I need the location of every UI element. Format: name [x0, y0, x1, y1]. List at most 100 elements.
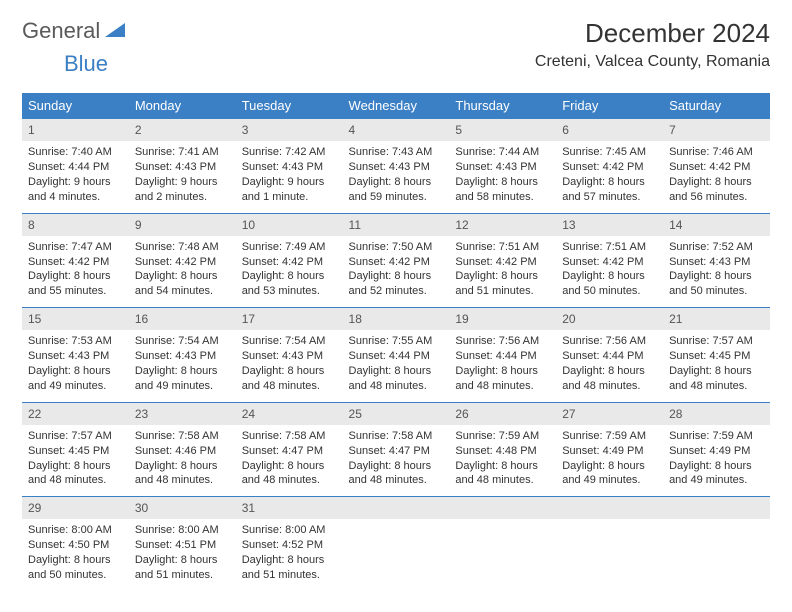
sunrise-text: Sunrise: 7:55 AM: [349, 334, 444, 349]
calendar-cell: 30Sunrise: 8:00 AMSunset: 4:51 PMDayligh…: [129, 496, 236, 591]
sunrise-text: Sunrise: 7:46 AM: [669, 145, 764, 160]
day-body: Sunrise: 7:43 AMSunset: 4:43 PMDaylight:…: [343, 141, 450, 212]
day-body: Sunrise: 7:50 AMSunset: 4:42 PMDaylight:…: [343, 236, 450, 307]
day-body: Sunrise: 7:57 AMSunset: 4:45 PMDaylight:…: [663, 330, 770, 401]
sunrise-text: Sunrise: 8:00 AM: [242, 523, 337, 538]
day-body: Sunrise: 7:56 AMSunset: 4:44 PMDaylight:…: [556, 330, 663, 401]
day-number: 11: [343, 213, 450, 236]
sunrise-text: Sunrise: 7:52 AM: [669, 240, 764, 255]
sunrise-text: Sunrise: 7:59 AM: [669, 429, 764, 444]
day-body: Sunrise: 7:44 AMSunset: 4:43 PMDaylight:…: [449, 141, 556, 212]
day-body: Sunrise: 7:56 AMSunset: 4:44 PMDaylight:…: [449, 330, 556, 401]
sunrise-text: Sunrise: 7:40 AM: [28, 145, 123, 160]
sunset-text: Sunset: 4:45 PM: [28, 444, 123, 459]
daylight-text: Daylight: 8 hours and 49 minutes.: [669, 459, 764, 489]
day-number: 6: [556, 118, 663, 141]
daylight-text: Daylight: 8 hours and 51 minutes.: [135, 553, 230, 583]
day-body: Sunrise: 7:45 AMSunset: 4:42 PMDaylight:…: [556, 141, 663, 212]
day-body: Sunrise: 7:59 AMSunset: 4:48 PMDaylight:…: [449, 425, 556, 496]
month-title: December 2024: [535, 18, 770, 49]
calendar-cell: 19Sunrise: 7:56 AMSunset: 4:44 PMDayligh…: [449, 307, 556, 402]
sunrise-text: Sunrise: 7:47 AM: [28, 240, 123, 255]
daylight-text: Daylight: 8 hours and 52 minutes.: [349, 269, 444, 299]
calendar-cell: 11Sunrise: 7:50 AMSunset: 4:42 PMDayligh…: [343, 213, 450, 308]
daylight-text: Daylight: 8 hours and 48 minutes.: [669, 364, 764, 394]
day-number: 29: [22, 496, 129, 519]
sunset-text: Sunset: 4:50 PM: [28, 538, 123, 553]
day-number: 14: [663, 213, 770, 236]
sunrise-text: Sunrise: 7:51 AM: [562, 240, 657, 255]
day-number: 7: [663, 118, 770, 141]
day-number: 28: [663, 402, 770, 425]
daylight-text: Daylight: 8 hours and 53 minutes.: [242, 269, 337, 299]
day-body: Sunrise: 7:59 AMSunset: 4:49 PMDaylight:…: [663, 425, 770, 496]
daylight-text: Daylight: 8 hours and 48 minutes.: [349, 364, 444, 394]
calendar-cell: 3Sunrise: 7:42 AMSunset: 4:43 PMDaylight…: [236, 118, 343, 213]
daylight-text: Daylight: 9 hours and 4 minutes.: [28, 175, 123, 205]
daylight-text: Daylight: 8 hours and 48 minutes.: [242, 364, 337, 394]
sunrise-text: Sunrise: 7:53 AM: [28, 334, 123, 349]
calendar-table: Sunday Monday Tuesday Wednesday Thursday…: [22, 93, 770, 591]
day-body: Sunrise: 7:58 AMSunset: 4:47 PMDaylight:…: [343, 425, 450, 496]
calendar-cell: 29Sunrise: 8:00 AMSunset: 4:50 PMDayligh…: [22, 496, 129, 591]
day-number: [449, 496, 556, 519]
logo-text-blue: Blue: [64, 51, 108, 76]
day-number: 24: [236, 402, 343, 425]
sunrise-text: Sunrise: 7:59 AM: [562, 429, 657, 444]
day-body: Sunrise: 7:47 AMSunset: 4:42 PMDaylight:…: [22, 236, 129, 307]
day-number: 5: [449, 118, 556, 141]
weekday-header: Thursday: [449, 93, 556, 118]
logo: General: [22, 18, 127, 44]
calendar-cell: [556, 496, 663, 591]
day-number: 2: [129, 118, 236, 141]
calendar-cell: 15Sunrise: 7:53 AMSunset: 4:43 PMDayligh…: [22, 307, 129, 402]
daylight-text: Daylight: 8 hours and 48 minutes.: [242, 459, 337, 489]
calendar-cell: 23Sunrise: 7:58 AMSunset: 4:46 PMDayligh…: [129, 402, 236, 497]
daylight-text: Daylight: 8 hours and 57 minutes.: [562, 175, 657, 205]
day-number: 17: [236, 307, 343, 330]
calendar-row: 8Sunrise: 7:47 AMSunset: 4:42 PMDaylight…: [22, 213, 770, 308]
daylight-text: Daylight: 8 hours and 50 minutes.: [562, 269, 657, 299]
sunrise-text: Sunrise: 7:56 AM: [455, 334, 550, 349]
daylight-text: Daylight: 8 hours and 51 minutes.: [455, 269, 550, 299]
sunset-text: Sunset: 4:47 PM: [242, 444, 337, 459]
calendar-cell: 20Sunrise: 7:56 AMSunset: 4:44 PMDayligh…: [556, 307, 663, 402]
daylight-text: Daylight: 9 hours and 2 minutes.: [135, 175, 230, 205]
day-body: Sunrise: 7:46 AMSunset: 4:42 PMDaylight:…: [663, 141, 770, 212]
sunset-text: Sunset: 4:43 PM: [28, 349, 123, 364]
daylight-text: Daylight: 8 hours and 59 minutes.: [349, 175, 444, 205]
daylight-text: Daylight: 8 hours and 48 minutes.: [135, 459, 230, 489]
day-number: 4: [343, 118, 450, 141]
calendar-cell: 7Sunrise: 7:46 AMSunset: 4:42 PMDaylight…: [663, 118, 770, 213]
day-number: 16: [129, 307, 236, 330]
sunrise-text: Sunrise: 7:56 AM: [562, 334, 657, 349]
sunset-text: Sunset: 4:47 PM: [349, 444, 444, 459]
sunrise-text: Sunrise: 7:42 AM: [242, 145, 337, 160]
day-number: 9: [129, 213, 236, 236]
day-number: 12: [449, 213, 556, 236]
calendar-cell: 6Sunrise: 7:45 AMSunset: 4:42 PMDaylight…: [556, 118, 663, 213]
day-body: Sunrise: 7:51 AMSunset: 4:42 PMDaylight:…: [449, 236, 556, 307]
sunset-text: Sunset: 4:42 PM: [669, 160, 764, 175]
sunrise-text: Sunrise: 7:45 AM: [562, 145, 657, 160]
day-body: Sunrise: 7:51 AMSunset: 4:42 PMDaylight:…: [556, 236, 663, 307]
sunset-text: Sunset: 4:46 PM: [135, 444, 230, 459]
calendar-cell: 28Sunrise: 7:59 AMSunset: 4:49 PMDayligh…: [663, 402, 770, 497]
sunrise-text: Sunrise: 7:50 AM: [349, 240, 444, 255]
daylight-text: Daylight: 8 hours and 58 minutes.: [455, 175, 550, 205]
sunset-text: Sunset: 4:43 PM: [455, 160, 550, 175]
calendar-cell: 12Sunrise: 7:51 AMSunset: 4:42 PMDayligh…: [449, 213, 556, 308]
sunset-text: Sunset: 4:49 PM: [562, 444, 657, 459]
day-body: Sunrise: 7:58 AMSunset: 4:46 PMDaylight:…: [129, 425, 236, 496]
sunrise-text: Sunrise: 7:57 AM: [28, 429, 123, 444]
day-body: Sunrise: 7:58 AMSunset: 4:47 PMDaylight:…: [236, 425, 343, 496]
daylight-text: Daylight: 8 hours and 49 minutes.: [562, 459, 657, 489]
calendar-cell: 14Sunrise: 7:52 AMSunset: 4:43 PMDayligh…: [663, 213, 770, 308]
daylight-text: Daylight: 8 hours and 55 minutes.: [28, 269, 123, 299]
sunset-text: Sunset: 4:42 PM: [455, 255, 550, 270]
day-number: 31: [236, 496, 343, 519]
calendar-cell: 2Sunrise: 7:41 AMSunset: 4:43 PMDaylight…: [129, 118, 236, 213]
sunrise-text: Sunrise: 7:43 AM: [349, 145, 444, 160]
day-number: 21: [663, 307, 770, 330]
day-number: 13: [556, 213, 663, 236]
